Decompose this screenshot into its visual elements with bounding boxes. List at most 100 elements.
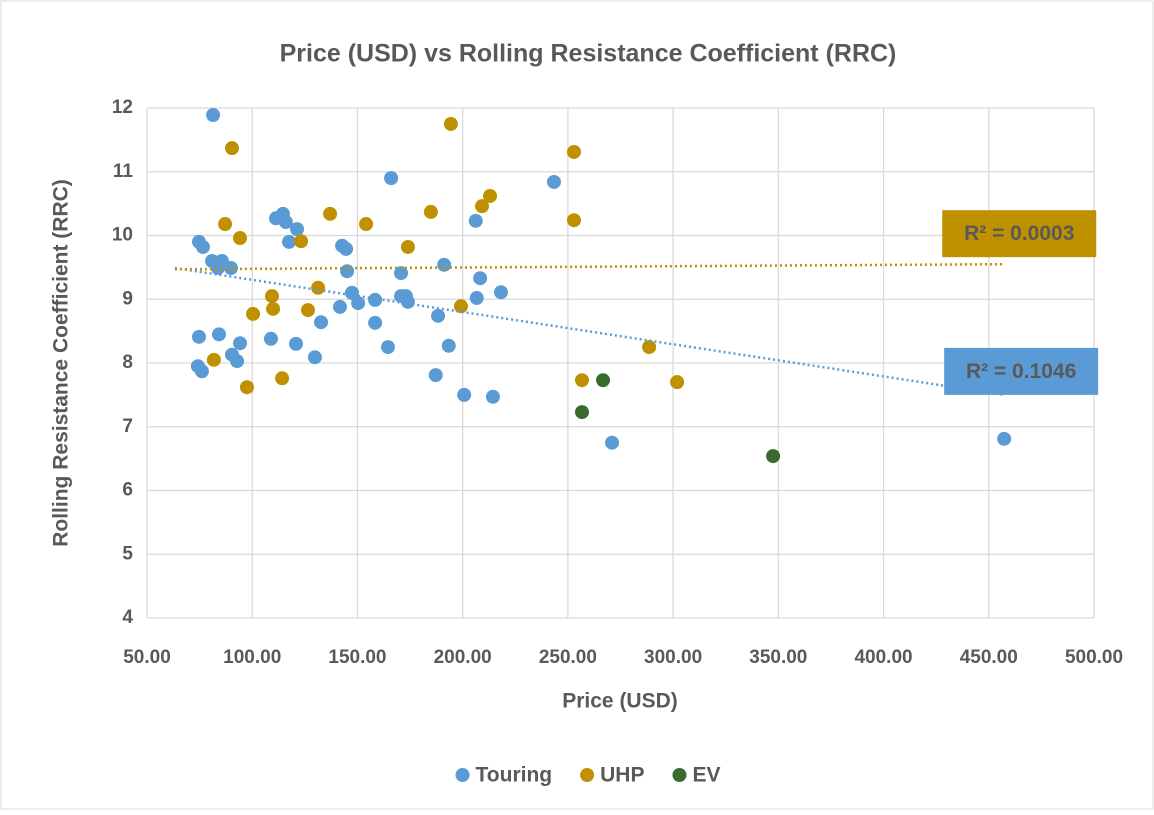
point — [210, 261, 225, 276]
point — [394, 266, 409, 281]
point — [997, 431, 1012, 446]
point — [340, 264, 355, 279]
x-tick-label: 200.00 — [434, 647, 492, 668]
point — [380, 340, 395, 355]
point — [290, 222, 305, 237]
x-tick-label: 100.00 — [223, 647, 281, 668]
point — [485, 389, 500, 404]
point — [323, 206, 338, 221]
y-tick-label: 8 — [122, 352, 133, 373]
point — [265, 289, 280, 304]
point — [230, 354, 245, 369]
point — [266, 301, 281, 316]
y-tick-label: 9 — [122, 288, 133, 309]
point — [453, 299, 468, 314]
point — [344, 285, 359, 300]
trendline-label: R² = 0.0003 — [964, 222, 1074, 245]
point — [194, 364, 209, 379]
point — [766, 449, 781, 464]
point — [574, 373, 589, 388]
point — [233, 336, 248, 351]
point — [195, 239, 210, 254]
x-tick-label: 300.00 — [644, 647, 702, 668]
point — [275, 371, 290, 386]
point — [670, 375, 685, 390]
point — [206, 352, 221, 367]
point — [642, 340, 657, 355]
point — [473, 271, 488, 286]
point — [457, 387, 472, 402]
point — [239, 380, 254, 395]
point — [400, 294, 415, 309]
legend-label: UHP — [600, 764, 644, 787]
point — [423, 204, 438, 219]
y-tick-label: 12 — [112, 97, 133, 118]
legend: Touring UHP EV — [455, 764, 720, 787]
legend-label: EV — [692, 764, 720, 787]
point — [314, 315, 329, 330]
y-tick-label: 7 — [122, 416, 133, 437]
point — [311, 280, 326, 295]
point — [282, 234, 297, 249]
x-tick-label: 150.00 — [328, 647, 386, 668]
point — [384, 171, 399, 186]
point — [225, 141, 240, 156]
point — [339, 241, 354, 256]
point — [428, 368, 443, 383]
point — [307, 350, 322, 365]
point — [368, 315, 383, 330]
point — [218, 217, 233, 232]
point — [566, 144, 581, 159]
point — [300, 303, 315, 318]
point — [441, 338, 456, 353]
y-axis-label: Rolling Resistance Coefficient (RRC) — [50, 179, 73, 547]
point — [469, 290, 484, 305]
point — [351, 296, 366, 311]
point — [288, 336, 303, 351]
point — [368, 292, 383, 307]
x-tick-label: 50.00 — [123, 647, 171, 668]
trendline-label-box — [944, 347, 1099, 395]
x-tick-label: 250.00 — [539, 647, 597, 668]
y-tick-label: 10 — [112, 225, 133, 246]
point — [546, 174, 561, 189]
point — [400, 239, 415, 254]
point — [278, 215, 293, 230]
chart-title: Price (USD) vs Rolling Resistance Coeffi… — [280, 40, 897, 68]
point — [493, 285, 508, 300]
trendline-label-box — [942, 210, 1097, 258]
point — [332, 299, 347, 314]
point — [294, 234, 309, 249]
point — [431, 308, 446, 323]
y-tick-label: 11 — [113, 161, 134, 182]
point — [211, 327, 226, 342]
point — [468, 213, 483, 228]
legend-label: Touring — [476, 764, 553, 787]
point — [596, 373, 611, 388]
point — [437, 257, 452, 272]
point — [359, 217, 374, 232]
point — [574, 405, 589, 420]
y-tick-label: 5 — [122, 543, 133, 564]
point — [206, 108, 221, 123]
point — [475, 199, 490, 214]
point — [566, 213, 581, 228]
trendline-label: R² = 0.1046 — [966, 360, 1076, 383]
x-axis-label: Price (USD) — [562, 690, 678, 713]
x-tick-label: 450.00 — [960, 647, 1018, 668]
point — [483, 188, 498, 203]
point — [443, 116, 458, 131]
point — [263, 331, 278, 346]
point — [233, 231, 248, 246]
legend-marker — [672, 768, 687, 782]
legend-marker — [580, 768, 595, 782]
x-tick-label: 400.00 — [854, 647, 912, 668]
x-tick-label: 350.00 — [749, 647, 807, 668]
y-tick-label: 4 — [122, 607, 133, 628]
point — [191, 329, 206, 344]
point — [246, 306, 261, 321]
y-tick-label: 6 — [122, 480, 133, 501]
x-tick-label: 500.00 — [1065, 647, 1123, 668]
